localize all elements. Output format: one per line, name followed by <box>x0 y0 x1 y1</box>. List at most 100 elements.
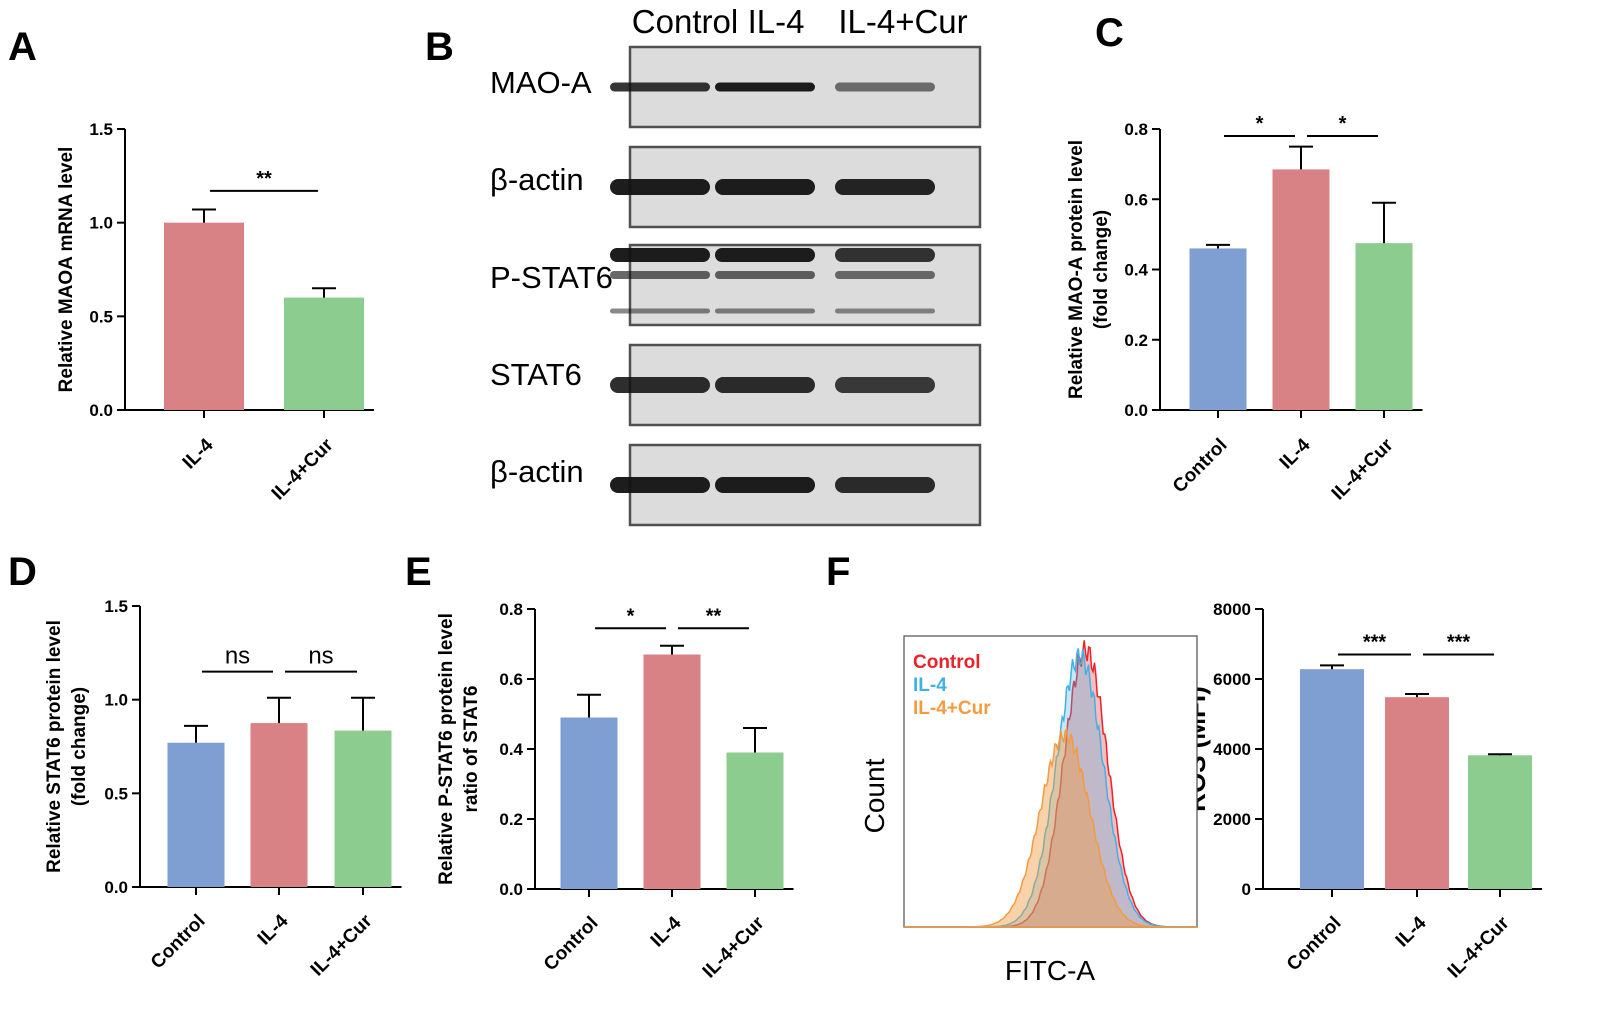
bar-il-4 <box>1272 169 1330 410</box>
y-axis-label: Relative MAOA mRNA level <box>56 147 77 393</box>
flow-legend-il4cur: IL-4+Cur <box>913 698 991 719</box>
y-tick-label: 1.0 <box>104 691 128 710</box>
y-tick-label: 8000 <box>1213 600 1251 619</box>
flow-plot-frame <box>903 635 1198 928</box>
y-tick-label: 0.5 <box>89 307 113 326</box>
blot-band <box>610 271 710 279</box>
x-tick-label: IL-4+Cur <box>1328 434 1398 504</box>
x-tick-label: IL-4+Cur <box>1444 912 1514 982</box>
blot-band <box>835 248 935 262</box>
y-tick-label: 0.0 <box>499 880 523 899</box>
y-axis-label-2: ratio of STAT6 <box>461 685 482 812</box>
y-axis-label-2: (fold change) <box>1091 210 1112 329</box>
y-tick-label: 0.0 <box>104 878 128 897</box>
y-axis-label: Relative P-STAT6 protein level <box>436 613 457 885</box>
panel-label-b: B <box>425 25 454 69</box>
blot-panel <box>610 343 982 427</box>
x-tick-label: IL-4 <box>647 912 686 951</box>
blot-band <box>610 308 710 314</box>
x-tick-label: Control <box>147 911 210 974</box>
y-tick-label: 1.5 <box>104 597 128 616</box>
chart-f2: 02000400060008000ROS (MFI)ControlIL-4IL-… <box>1181 600 1542 982</box>
significance-label: ns <box>308 643 333 670</box>
y-tick-label: 0.4 <box>1124 261 1148 280</box>
bar-control <box>560 717 618 889</box>
blot-lane-control: Control <box>632 3 738 40</box>
blot-band <box>835 377 935 393</box>
y-axis-label: Relative STAT6 protein level <box>44 620 65 873</box>
y-tick-label: 0.6 <box>1124 190 1148 209</box>
flow-y-label: Count <box>859 758 890 833</box>
y-tick-label: 0.5 <box>104 784 128 803</box>
blot-band <box>610 248 710 262</box>
x-tick-label: Control <box>540 913 603 976</box>
blot-band <box>715 179 815 195</box>
x-tick-label: IL-4+Cur <box>268 434 338 504</box>
bar-il-4 <box>250 723 308 887</box>
bar-control <box>1189 248 1247 410</box>
x-tick-label: IL-4+Cur <box>307 910 377 980</box>
y-axis-label: Relative MAO-A protein level <box>1066 140 1087 399</box>
blot-lane-il4cur: IL-4+Cur <box>838 3 967 40</box>
blot-band <box>610 82 710 92</box>
blot-panel <box>610 443 982 527</box>
panel-label-e: E <box>405 550 432 594</box>
bar-il-4-cur <box>1355 243 1413 410</box>
blot-band <box>610 179 710 195</box>
chart-a: 0.0 0.5 1.0 1.5 Relative MAOA mRNA level IL-4… <box>56 120 374 504</box>
y-tick-label: 4000 <box>1213 740 1251 759</box>
y-tick-label: 0.0 <box>89 401 113 420</box>
x-tick-label: IL-4 <box>179 434 218 473</box>
bar-control <box>167 742 225 887</box>
blot-row-label-pstat6: P-STAT6 <box>490 260 613 295</box>
panel-label-d: D <box>8 550 37 594</box>
y-axis-label-2: (fold change) <box>69 687 90 806</box>
bar-il-4 <box>1385 697 1449 889</box>
blot-row-label-maoa: MAO-A <box>490 65 592 100</box>
panel-label-a: A <box>8 25 37 69</box>
bar-il-4 <box>643 654 701 889</box>
flow-histogram: FITC-A Count Control IL-4 IL-4+Cur <box>859 635 1198 986</box>
blot-row-label-actin-2: β-actin <box>490 454 584 489</box>
flow-x-label: FITC-A <box>1005 955 1096 986</box>
y-tick-label: 0.0 <box>1124 401 1148 420</box>
flow-legend-il4: IL-4 <box>913 675 947 696</box>
y-tick-label: 1.0 <box>89 214 113 233</box>
bar-control <box>1300 669 1364 889</box>
blot-band <box>835 308 935 314</box>
blot-band <box>715 248 815 262</box>
blot-band <box>835 179 935 195</box>
y-tick-label: 0 <box>1242 880 1251 899</box>
significance-label: *** <box>1447 632 1471 654</box>
blot-band <box>610 477 710 493</box>
y-tick-label: 1.5 <box>89 120 113 139</box>
x-tick-label: IL-4 <box>1276 434 1315 473</box>
bar-il-4 <box>164 222 244 410</box>
panel-label-c: C <box>1095 11 1124 55</box>
y-tick-label: 0.2 <box>499 810 523 829</box>
y-tick-label: 6000 <box>1213 670 1251 689</box>
flow-legend-control: Control <box>913 652 981 673</box>
hist-curve-il4cur <box>904 726 1197 928</box>
x-tick-label: Control <box>1169 435 1232 498</box>
western-blot: Control IL-4 IL-4+Cur MAO-A β-actin P-ST… <box>490 3 982 527</box>
y-tick-label: 0.6 <box>499 670 523 689</box>
blot-band <box>835 82 935 92</box>
significance-label: ** <box>706 605 722 627</box>
y-tick-label: 0.8 <box>499 600 523 619</box>
blot-band <box>715 271 815 279</box>
blot-band <box>835 271 935 279</box>
y-tick-label: 0.4 <box>499 740 523 759</box>
significance-label: ** <box>256 168 272 190</box>
bar-il-4-cur <box>1468 755 1532 889</box>
blot-band <box>715 82 815 92</box>
chart-d: 0.0 0.5 1.0 1.5 Relative STAT6 protein level… <box>44 597 402 980</box>
bar-charts: 0.0 0.5 1.0 1.5 Relative MAOA mRNA level IL-4… <box>44 113 1542 982</box>
x-tick-label: IL-4 <box>1392 912 1431 951</box>
blot-panel <box>610 145 982 229</box>
panel-label-f: F <box>826 550 850 594</box>
blot-band <box>715 308 815 314</box>
blot-band <box>835 477 935 493</box>
blot-band <box>715 477 815 493</box>
